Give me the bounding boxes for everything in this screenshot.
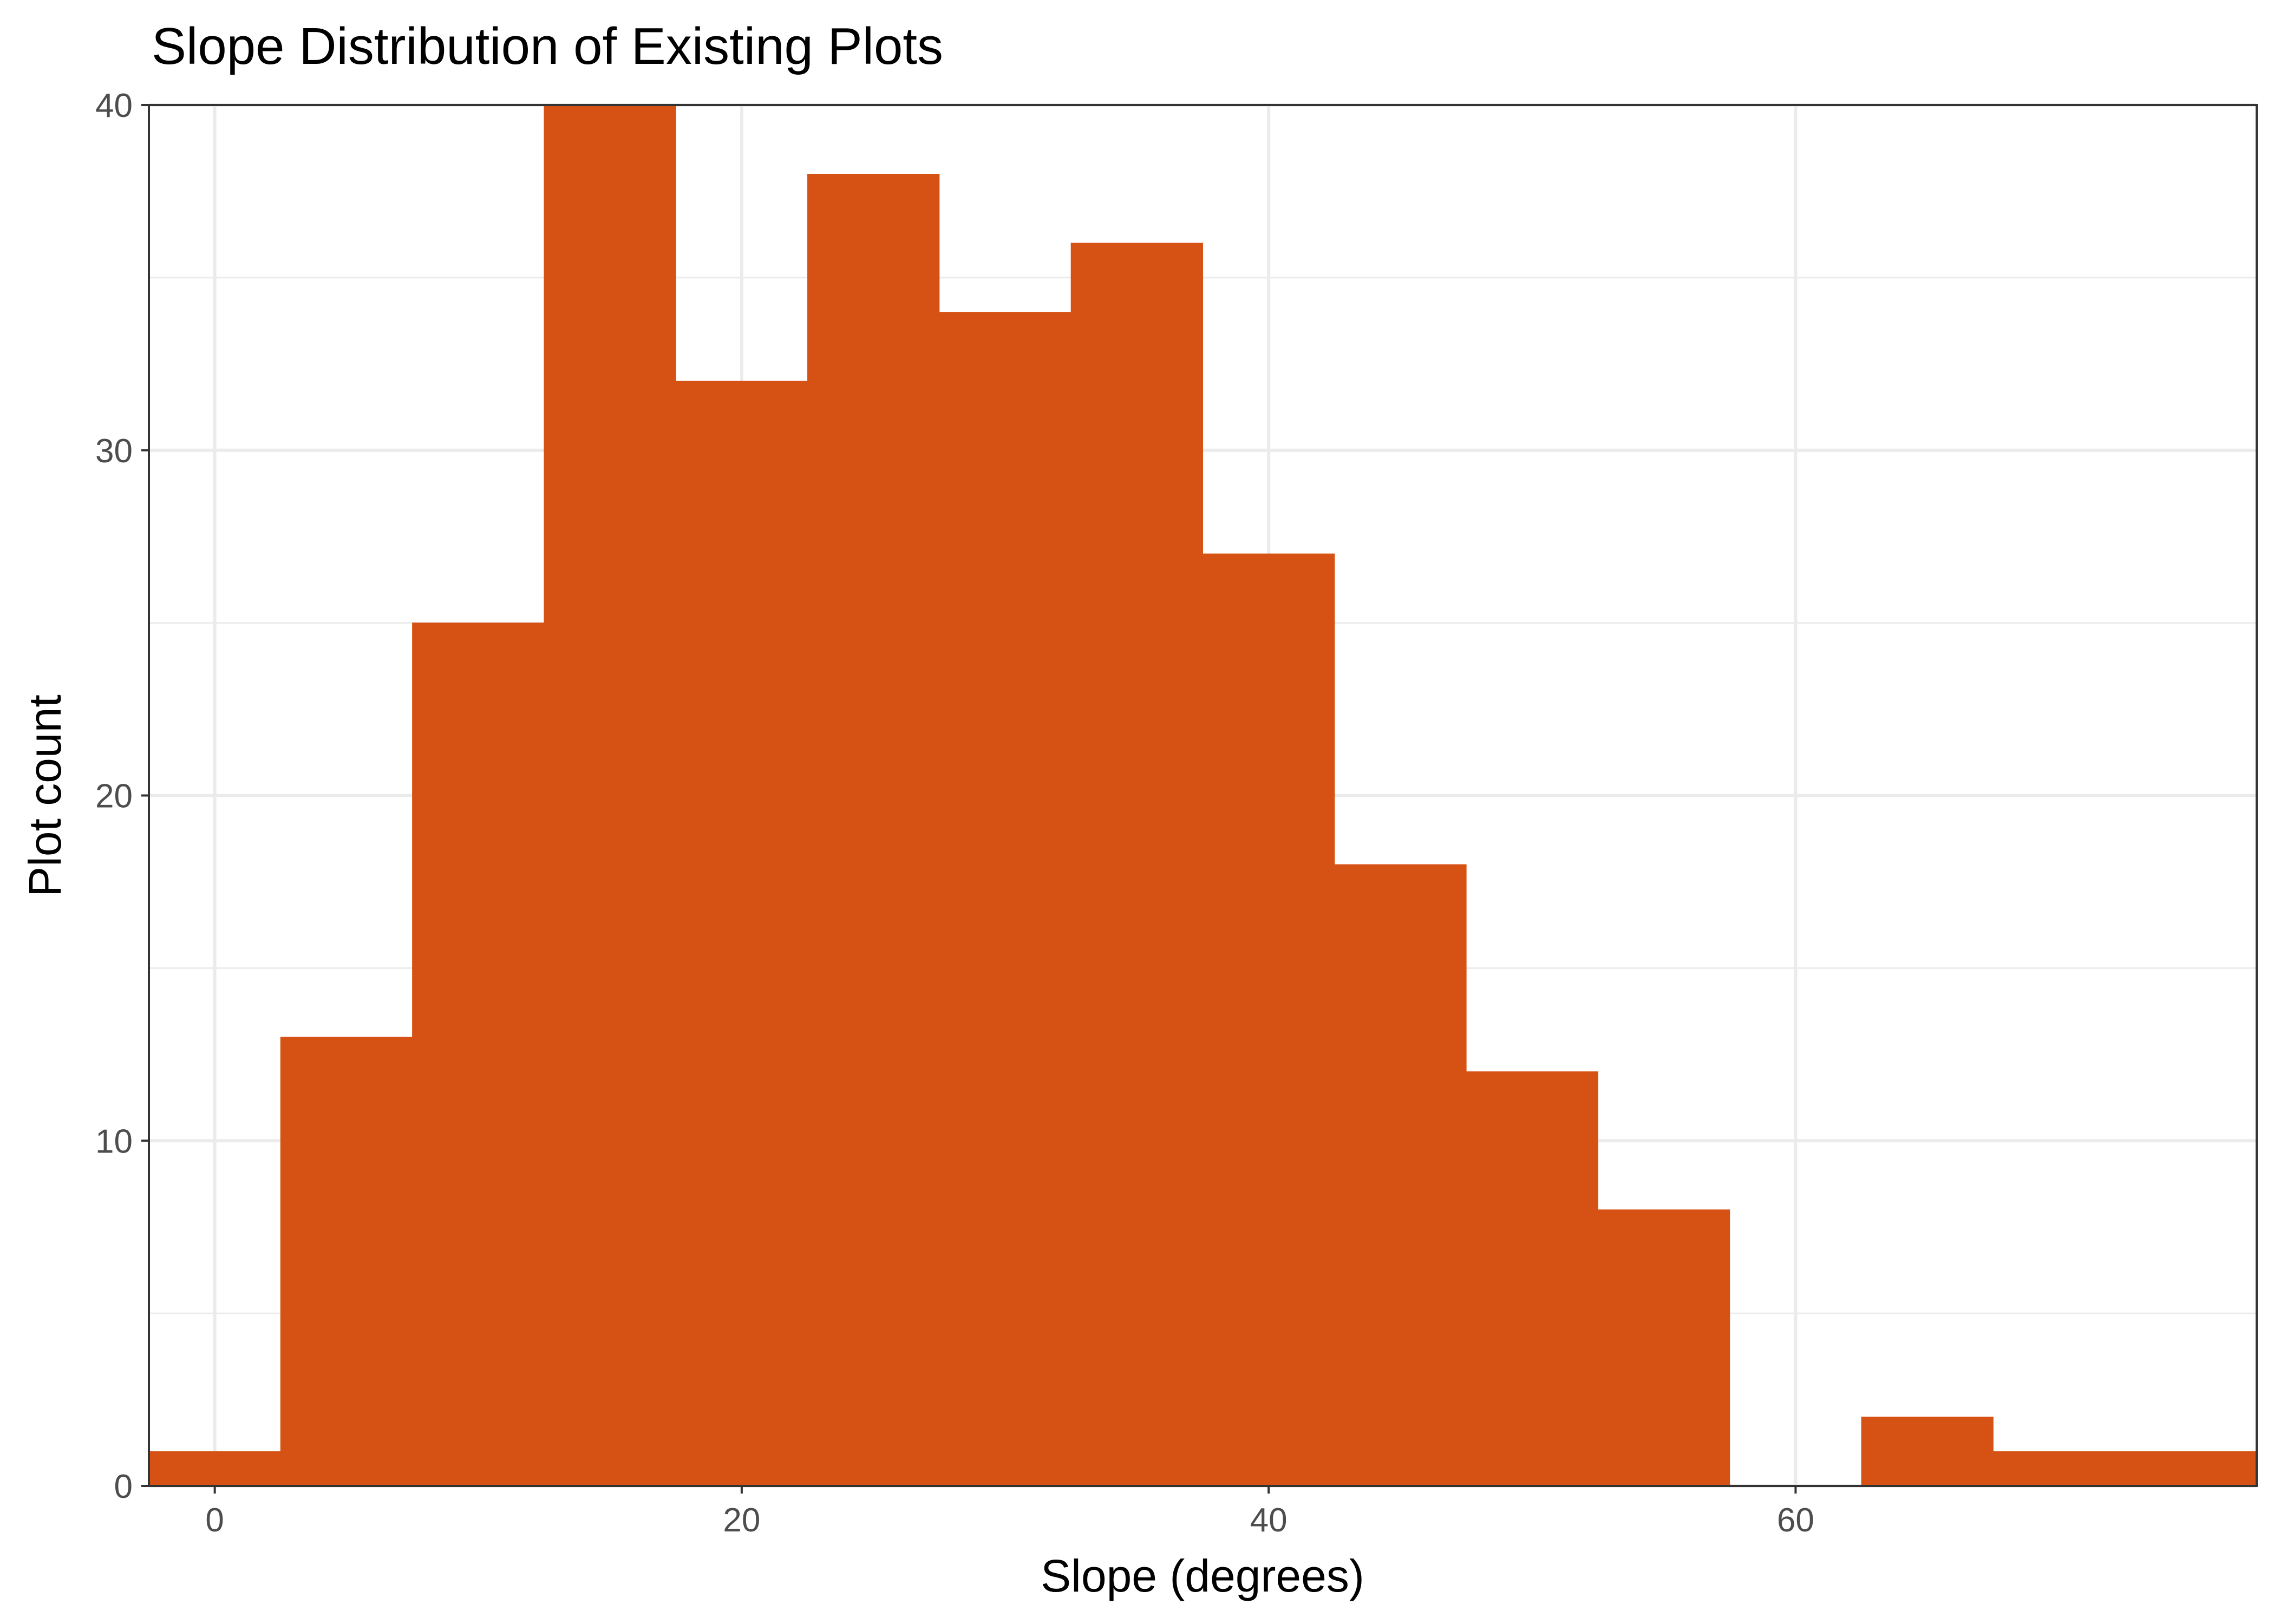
histogram-bar	[675, 381, 808, 1487]
histogram-bar	[1070, 243, 1203, 1487]
x-axis-title: Slope (degrees)	[1041, 1550, 1364, 1601]
y-tick-label: 30	[95, 433, 133, 470]
histogram-bar	[807, 174, 940, 1487]
chart-title: Slope Distribution of Existing Plots	[152, 17, 943, 75]
y-tick-label: 40	[95, 87, 133, 125]
histogram-bars	[148, 104, 2257, 1487]
x-tick-label: 40	[1250, 1502, 1288, 1539]
histogram-bar	[2125, 1451, 2257, 1487]
y-tick-label: 0	[114, 1468, 133, 1505]
axes	[141, 104, 2258, 1494]
x-tick-label: 60	[1777, 1502, 1814, 1539]
histogram-bar	[1861, 1416, 1994, 1487]
histogram-bar	[412, 623, 545, 1487]
y-axis-title: Plot count	[19, 695, 70, 897]
tick-labels: 0 20 40 60 0 10 20 30 40	[95, 87, 1814, 1539]
x-tick-label: 20	[723, 1502, 760, 1539]
x-tick-label: 0	[205, 1502, 224, 1539]
histogram-bar	[939, 312, 1071, 1487]
y-tick-label: 10	[95, 1123, 133, 1160]
histogram-bar	[148, 1451, 281, 1487]
histogram-bar	[280, 1037, 413, 1487]
y-tick-label: 20	[95, 778, 133, 815]
histogram-bar	[1466, 1071, 1598, 1487]
histogram-bar	[1334, 864, 1467, 1487]
histogram-bar	[1992, 1451, 2126, 1487]
histogram-bar	[1597, 1209, 1730, 1487]
histogram-bar	[544, 104, 676, 1487]
histogram-bar	[1203, 553, 1335, 1487]
